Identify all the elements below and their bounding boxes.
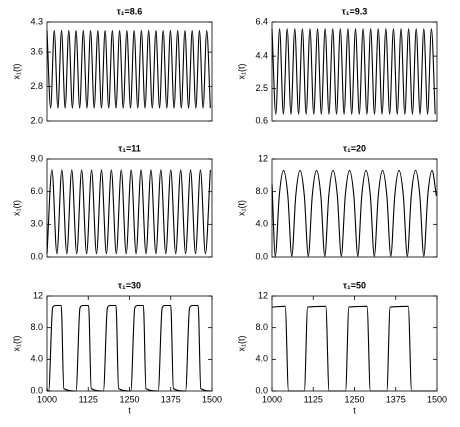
y-axis-label: x₁(t) xyxy=(11,335,21,351)
plot-frame xyxy=(271,158,438,258)
y-tick-label: 12 xyxy=(33,290,43,300)
y-tick-label: 12 xyxy=(258,290,268,300)
subplot: τ₁=30 x₁(t) 0.0 4.0 8.0 12 1000 1125 1250 1375 150… xyxy=(11,280,222,415)
y-tick-label: 3.6 xyxy=(30,47,43,57)
y-tick-label: 0.0 xyxy=(255,251,268,261)
plot-frame xyxy=(46,158,213,258)
subplot: τ₁=8.6 x₁(t) 2.0 3.6 2.8 4.3 xyxy=(11,6,213,125)
y-tick-label: 0.0 xyxy=(30,385,43,395)
subplot: τ₁=11 x₁(t) 0.0 3.0 6.0 9.0 xyxy=(11,143,213,261)
subplot-title: τ₁=8.6 xyxy=(117,6,143,16)
subplot: τ₁=20 x₁(t) 0.0 4.0 8.0 12 xyxy=(236,143,438,261)
y-tick-label: 9.0 xyxy=(30,153,43,163)
plot-frame xyxy=(271,295,438,392)
x-tick-label: 1500 xyxy=(202,394,222,404)
data-line xyxy=(271,305,437,392)
y-tick-label: 4.4 xyxy=(255,51,268,61)
data-line xyxy=(46,30,211,109)
y-tick-label: 0.0 xyxy=(255,385,268,395)
y-tick-label: 3.0 xyxy=(30,219,43,229)
x-tick-label: 1000 xyxy=(37,394,57,404)
y-tick-label: 8.0 xyxy=(255,322,268,332)
x-tick-label: 1250 xyxy=(119,394,139,404)
y-tick-label: 2.5 xyxy=(255,83,268,93)
subplot-title: τ₁=11 xyxy=(118,143,141,153)
x-axis-label: t xyxy=(128,405,131,415)
subplot: τ₁=9.3 x₁(t) 0.6 2.5 4.4 6.4 xyxy=(236,6,438,125)
subplot: τ₁=50 x₁(t) 0.0 4.0 8.0 12 1000 1125 1250 1375 150… xyxy=(236,280,447,415)
x-tick-label: 1500 xyxy=(427,394,447,404)
plot-frame xyxy=(271,21,438,122)
plot-frame xyxy=(46,21,213,122)
y-tick-label: 4.0 xyxy=(255,219,268,229)
y-axis-label: x₁(t) xyxy=(236,200,246,216)
y-tick-label: 8.0 xyxy=(30,322,43,332)
y-tick-label: 8.0 xyxy=(255,186,268,196)
y-tick-label: 6.0 xyxy=(30,186,43,196)
y-axis-label: x₁(t) xyxy=(11,200,21,216)
x-tick-label: 1375 xyxy=(386,394,406,404)
y-tick-label: 6.4 xyxy=(255,16,268,26)
x-tick-label: 1375 xyxy=(161,394,181,404)
y-tick-label: 0.6 xyxy=(255,115,268,125)
data-line xyxy=(271,28,436,115)
y-tick-label: 4.3 xyxy=(30,16,43,26)
subplot-title: τ₁=20 xyxy=(343,143,366,153)
data-line xyxy=(271,169,437,257)
x-tick-label: 1125 xyxy=(79,394,98,404)
y-tick-label: 2.8 xyxy=(30,81,43,91)
subplot-title: τ₁=30 xyxy=(118,280,141,290)
y-tick-label: 12 xyxy=(258,153,268,163)
x-tick-label: 1250 xyxy=(344,394,364,404)
y-tick-label: 4.0 xyxy=(30,354,43,364)
y-tick-label: 0.0 xyxy=(30,251,43,261)
y-tick-label: 4.0 xyxy=(255,354,268,364)
x-tick-label: 1000 xyxy=(262,394,282,404)
data-line xyxy=(46,304,213,392)
x-axis-label: t xyxy=(353,405,356,415)
x-tick-label: 1125 xyxy=(304,394,323,404)
y-tick-label: 2.0 xyxy=(30,115,43,125)
y-axis-label: x₁(t) xyxy=(236,335,246,351)
plot-frame xyxy=(46,295,213,392)
data-line xyxy=(46,169,211,255)
y-axis-label: x₁(t) xyxy=(236,63,246,79)
subplot-title: τ₁=9.3 xyxy=(342,6,368,16)
y-axis-label: x₁(t) xyxy=(11,63,21,79)
subplot-title: τ₁=50 xyxy=(343,280,366,290)
